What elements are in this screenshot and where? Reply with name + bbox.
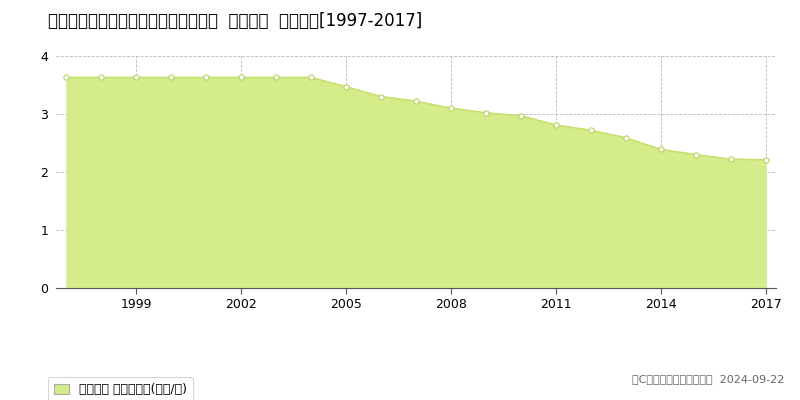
Point	[479, 110, 492, 116]
Point	[724, 156, 737, 162]
Point	[165, 74, 178, 81]
Point	[270, 74, 282, 81]
Point	[514, 112, 527, 119]
Point	[759, 157, 772, 163]
Point	[584, 127, 597, 134]
Point	[200, 74, 213, 81]
Point	[374, 94, 387, 100]
Point	[690, 152, 702, 158]
Point	[654, 146, 667, 152]
Point	[235, 74, 248, 81]
Point	[305, 74, 318, 81]
Point	[60, 74, 73, 81]
Point	[619, 134, 632, 141]
Text: （C）土地価格ドットコム  2024-09-22: （C）土地価格ドットコム 2024-09-22	[632, 374, 784, 384]
Point	[340, 84, 353, 90]
Legend: 基準地価 平均坤単価(万円/坤): 基準地価 平均坤単価(万円/坤)	[48, 377, 194, 400]
Point	[410, 98, 422, 104]
Point	[445, 105, 458, 111]
Text: 北海道紋別市大山町２丁目３７番４５  基準地価  地価推移[1997-2017]: 北海道紋別市大山町２丁目３７番４５ 基準地価 地価推移[1997-2017]	[48, 12, 422, 30]
Point	[95, 74, 108, 81]
Point	[130, 74, 142, 81]
Point	[550, 122, 562, 128]
